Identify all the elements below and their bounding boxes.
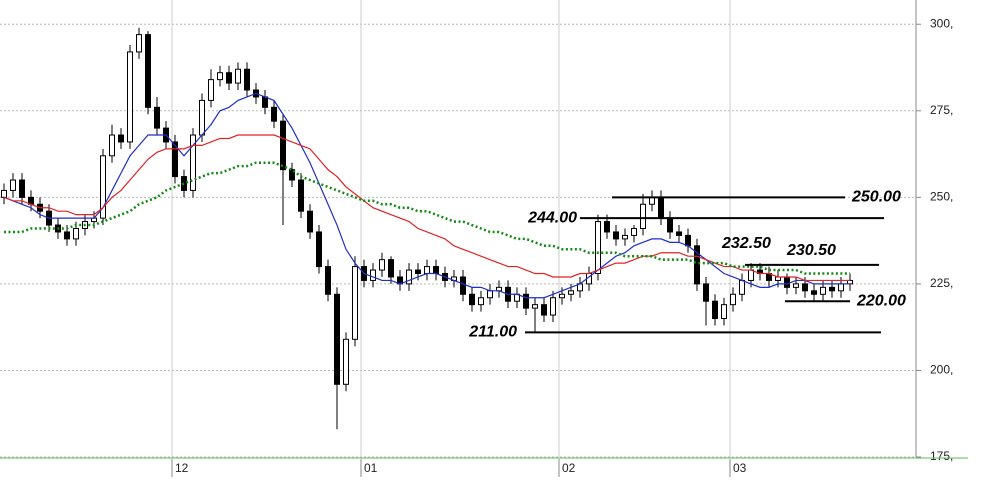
candle-body — [244, 68, 250, 91]
candle-body — [793, 283, 799, 288]
x-tick-label: 12 — [175, 461, 189, 475]
candle-body — [109, 134, 115, 157]
y-tick-label: 250, — [930, 190, 953, 204]
level-label: 244.00 — [527, 209, 577, 226]
level-label: 230.50 — [786, 242, 836, 259]
candle-body — [1, 189, 7, 198]
candle-body — [379, 259, 385, 271]
candle-body — [352, 266, 358, 340]
level-label: 211.00 — [468, 324, 517, 341]
moving-average — [3, 134, 850, 282]
candle-body — [478, 297, 484, 306]
candle-body — [424, 266, 430, 275]
moving-average — [4, 161, 850, 275]
level-label: 250.00 — [851, 189, 901, 206]
y-tick-label: 300, — [930, 16, 953, 30]
y-tick-label: 225, — [930, 276, 953, 290]
y-tick-label: 175, — [930, 449, 953, 463]
candle-body — [199, 99, 205, 136]
level-label: 220.00 — [856, 292, 906, 309]
candle-body — [316, 231, 322, 268]
candle-body — [730, 293, 736, 306]
candle-body — [262, 96, 268, 108]
candle-body — [685, 234, 691, 247]
y-tick-label: 275, — [930, 103, 953, 117]
candle-body — [703, 283, 709, 302]
candle-body — [622, 234, 628, 240]
candle-body — [595, 221, 601, 275]
candle-body — [559, 293, 565, 299]
x-tick-label: 03 — [733, 461, 747, 475]
candle-body — [739, 279, 745, 295]
x-tick-label: 02 — [562, 461, 576, 475]
candle-body — [388, 259, 394, 278]
candle-body — [226, 72, 232, 84]
candle-body — [19, 179, 25, 198]
candle-body — [334, 293, 340, 385]
candle-body — [721, 304, 727, 320]
candle-body — [217, 72, 223, 81]
candle-body — [838, 283, 844, 292]
candle-body — [820, 286, 826, 295]
candle-body — [613, 231, 619, 240]
candle-body — [415, 269, 421, 275]
candle-body — [523, 293, 529, 309]
candle-body — [298, 179, 304, 212]
candle-body — [307, 210, 313, 233]
candle-body — [676, 231, 682, 236]
candle-body — [10, 179, 16, 191]
candle-body — [208, 79, 214, 101]
candle-body — [64, 231, 70, 240]
candle-body — [460, 276, 466, 295]
candle-body — [271, 106, 277, 122]
candle-body — [631, 228, 637, 236]
candle-body — [748, 269, 754, 281]
candle-body — [289, 169, 295, 181]
candle-body — [145, 34, 151, 108]
candle-body — [541, 304, 547, 316]
candle-body — [640, 203, 646, 229]
candle-body — [280, 120, 286, 171]
candle-body — [406, 269, 412, 285]
candle-body — [370, 269, 376, 281]
candle-body — [550, 297, 556, 316]
candle-body — [325, 266, 331, 295]
candle-body — [802, 283, 808, 292]
candle-body — [784, 276, 790, 288]
candle-body — [433, 266, 439, 275]
candle-body — [172, 141, 178, 178]
candle-body — [811, 290, 817, 295]
candle-body — [694, 245, 700, 285]
candle-body — [667, 217, 673, 233]
candle-body — [136, 34, 142, 53]
candle-body — [127, 51, 133, 143]
candle-body — [235, 68, 241, 84]
candle-body — [487, 290, 493, 299]
candle-body — [532, 304, 538, 309]
y-tick-label: 200, — [930, 363, 953, 377]
candle-body — [73, 228, 79, 240]
candle-body — [712, 300, 718, 320]
candle-body — [469, 293, 475, 306]
candle-body — [658, 196, 664, 219]
candle-body — [568, 290, 574, 295]
candle-body — [190, 134, 196, 191]
x-tick-label: 01 — [364, 461, 378, 475]
level-label: 232.50 — [721, 235, 771, 252]
candle-body — [154, 106, 160, 129]
candle-body — [829, 286, 835, 292]
candle-body — [604, 221, 610, 233]
candle-body — [343, 338, 349, 385]
candle-body — [100, 155, 106, 219]
candle-body — [118, 134, 124, 143]
candle-body — [181, 176, 187, 191]
candle-body — [649, 196, 655, 205]
